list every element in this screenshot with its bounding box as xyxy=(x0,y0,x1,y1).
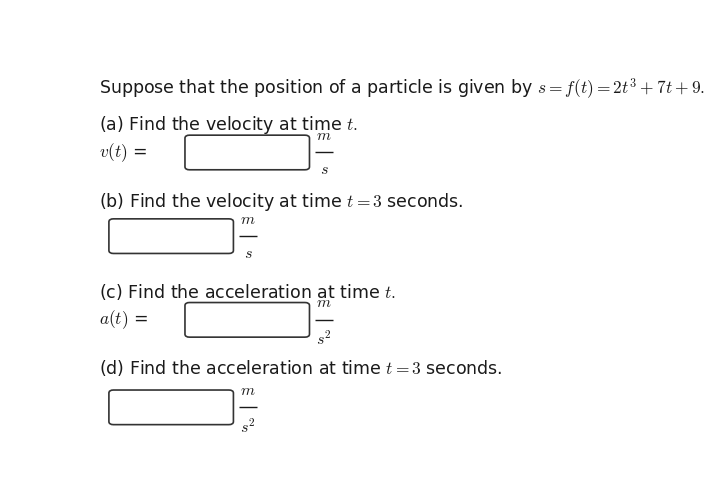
Text: $s$: $s$ xyxy=(320,162,329,177)
Text: $m$: $m$ xyxy=(241,383,256,398)
Text: $s^2$: $s^2$ xyxy=(241,417,256,435)
FancyBboxPatch shape xyxy=(109,390,233,425)
Text: $m$: $m$ xyxy=(241,211,256,227)
Text: (b) Find the velocity at time $t = 3$ seconds.: (b) Find the velocity at time $t = 3$ se… xyxy=(100,191,464,212)
FancyBboxPatch shape xyxy=(185,135,310,170)
Text: Suppose that the position of a particle is given by $s = f(t) = 2t^3 + 7t + 9.$: Suppose that the position of a particle … xyxy=(100,77,705,101)
Text: (a) Find the velocity at time $t.$: (a) Find the velocity at time $t.$ xyxy=(100,115,358,136)
Text: $a(t)$ =: $a(t)$ = xyxy=(100,308,148,331)
Text: $s$: $s$ xyxy=(244,246,252,261)
FancyBboxPatch shape xyxy=(185,302,310,337)
Text: (c) Find the acceleration at time $t.$: (c) Find the acceleration at time $t.$ xyxy=(100,282,396,302)
Text: (d) Find the acceleration at time $t = 3$ seconds.: (d) Find the acceleration at time $t = 3… xyxy=(100,358,503,378)
Text: $s^2$: $s^2$ xyxy=(316,329,332,348)
Text: $m$: $m$ xyxy=(316,295,332,310)
FancyBboxPatch shape xyxy=(109,219,233,253)
Text: $v(t)$ =: $v(t)$ = xyxy=(100,141,148,164)
Text: $m$: $m$ xyxy=(316,128,332,143)
